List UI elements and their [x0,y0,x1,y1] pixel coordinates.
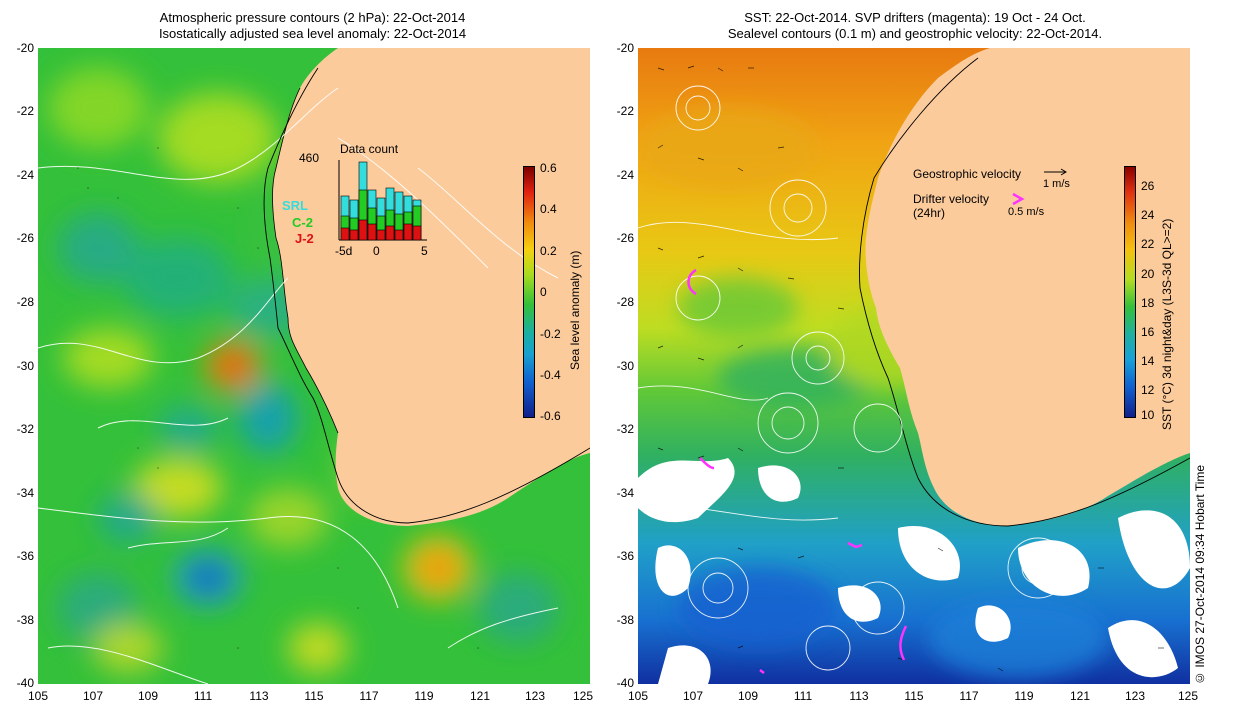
sla-cb-tick: -0.4 [540,368,561,382]
drifter-scale: 0.5 m/s [1008,206,1045,218]
inset-x-tick: 0 [373,244,380,258]
sst-cb-tick: 20 [1141,267,1155,281]
drifter-label-line2: (24hr) [913,206,946,220]
left-x-tick: 121 [469,689,491,703]
left-x-tick: 117 [359,689,379,703]
right-y-tick: -26 [616,231,634,245]
right-x-tick: 113 [849,689,869,703]
right-y-tick: -28 [616,295,634,309]
right-y-tick: -32 [616,422,634,436]
right-y-tick: -20 [616,41,634,55]
geo-velocity-label: Geostrophic velocity [913,167,1022,181]
left-y-tick: -28 [16,295,34,309]
right-y-tick: -24 [616,168,634,182]
left-map [38,48,590,684]
inset-bars [338,160,427,241]
inset-max-label: 460 [299,151,320,165]
drifter-arrow-icon [1012,192,1025,206]
left-y-tick: -40 [16,676,34,690]
inset-x-tick: -5d [335,244,353,258]
left-x-tick: 111 [193,689,213,703]
left-y-tick: -38 [16,613,34,627]
imos-credit: © IMOS 27-Oct-2014 09:34 Hobart Time [1193,464,1207,685]
geo-velocity-arrow-icon [1044,168,1067,176]
right-y-tick: -40 [616,676,634,690]
right-y-tick: -34 [616,486,634,500]
right-x-tick: 115 [904,689,924,703]
left-y-tick: -26 [16,231,34,245]
right-x-tick: 105 [627,689,649,703]
left-x-tick: 115 [304,689,324,703]
right-y-tick: -30 [616,359,634,373]
right-x-tick: 111 [793,689,813,703]
sla-map-svg [38,48,590,684]
left-x-tick: 107 [82,689,104,703]
inset-title: Data count [340,142,399,156]
right-y-tick: -36 [616,549,634,563]
left-y-tick: -24 [16,168,34,182]
sla-cb-tick: -0.2 [540,327,561,341]
geo-velocity-scale: 1 m/s [1043,178,1070,190]
right-x-tick: 109 [737,689,759,703]
inset-x-tick: 5 [421,244,428,258]
right-x-tick: 125 [1177,689,1199,703]
right-x-tick: 121 [1069,689,1091,703]
left-y-tick: -20 [16,41,34,55]
right-title-line2: Sealevel contours (0.1 m) and geostrophi… [727,26,1103,41]
right-x-tick: 123 [1124,689,1146,703]
right-x-tick: 107 [682,689,704,703]
sst-cb-tick: 18 [1141,296,1155,310]
left-y-tick: -34 [16,486,34,500]
sla-colorbar-label: Sea level anomaly (m) [568,250,582,370]
sst-cb-tick: 14 [1141,354,1155,368]
left-x-tick: 119 [414,689,434,703]
right-y-tick: -22 [616,104,634,118]
sst-map-svg [638,48,1190,684]
left-x-tick: 109 [137,689,159,703]
sla-cb-tick: 0.6 [540,161,557,175]
right-title-line1: SST: 22-Oct-2014. SVP drifters (magenta)… [744,10,1086,25]
sla-cb-tick: -0.6 [540,409,561,423]
right-x-tick: 119 [1014,689,1034,703]
right-x-tick: 117 [959,689,979,703]
sla-colorbar [523,166,535,418]
right-y-tick: -38 [616,613,634,627]
left-y-tick: -30 [16,359,34,373]
left-y-tick: -36 [16,549,34,563]
left-x-tick: 123 [524,689,546,703]
sst-colorbar-label: SST (°C) 3d night&day (L3S-3d QL>=2) [1160,218,1174,430]
sst-cb-tick: 10 [1141,408,1155,422]
left-x-tick: 113 [249,689,269,703]
right-map [638,48,1190,684]
left-title-line2: Isostatically adjusted sea level anomaly… [158,26,467,41]
left-x-tick: 125 [572,689,594,703]
sla-cb-tick: 0 [540,285,547,299]
sst-cb-tick: 16 [1141,325,1155,339]
sst-cb-tick: 24 [1141,208,1155,222]
sst-cb-tick: 22 [1141,237,1155,251]
sst-cb-tick: 12 [1141,383,1155,397]
sla-cb-tick: 0.2 [540,244,557,258]
sla-cb-tick: 0.4 [540,202,557,216]
sst-cb-tick: 26 [1141,179,1155,193]
left-y-tick: -22 [16,104,34,118]
inset-legend-c2: C-2 [292,215,313,230]
inset-legend-srl: SRL [282,198,308,213]
inset-legend-j2: J-2 [295,231,314,246]
left-title-line1: Atmospheric pressure contours (2 hPa): 2… [159,10,466,25]
sst-colorbar [1124,166,1136,418]
drifter-label-line1: Drifter velocity [913,192,990,206]
data-count-inset: Data count 460 -5d 0 5 [295,140,445,260]
left-y-tick: -32 [16,422,34,436]
left-x-tick: 105 [27,689,49,703]
